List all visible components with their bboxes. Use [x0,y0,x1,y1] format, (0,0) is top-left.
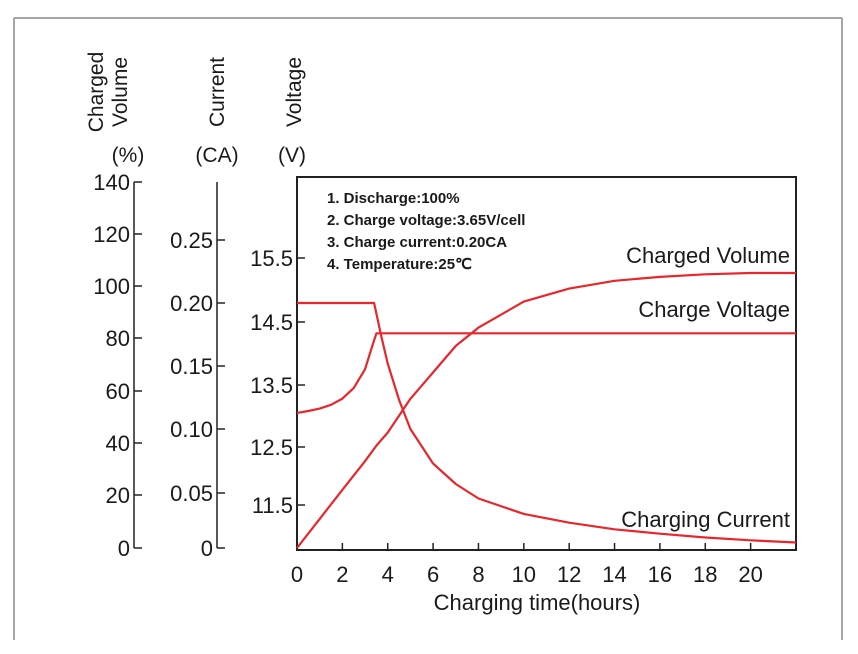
x-tick-label: 14 [602,562,626,587]
series-label-charged-volume: Charged Volume [626,243,790,268]
y-tick-label-charged-volume: 40 [106,431,130,456]
series-label-charge-voltage: Charge Voltage [638,297,790,322]
note-1: 1. Discharge:100% [327,190,460,207]
y-tick-label-charged-volume: 100 [93,274,130,299]
y-axis-title-charged-volume: Charged [85,52,108,133]
y-tick-label-current: 0.15 [170,354,213,379]
y-tick-label-current: 0 [201,536,213,561]
y-tick-label-charged-volume: 140 [93,170,130,195]
y-axis-unit-charged-volume: (%) [112,144,145,167]
y-tick-label-charged-volume: 60 [106,379,130,404]
series-label-charging-current: Charging Current [621,507,790,532]
x-tick-label: 2 [336,562,348,587]
series-line-charge-voltage [296,332,796,414]
series-line-charged-volume [296,271,796,549]
y-tick-label-current: 0.05 [170,481,213,506]
x-tick-label: 20 [738,562,762,587]
plot-area [296,176,797,551]
y-axis-title-current: Current [206,57,229,127]
y-axis-title-voltage: Voltage [283,57,306,127]
y-tick-label-charged-volume: 20 [106,483,130,508]
x-tick-label: 18 [693,562,717,587]
y-tick-label-charged-volume: 0 [118,536,130,561]
y-tick-label-current: 0.10 [170,417,213,442]
y-axis-title-charged-volume: Volume [109,57,132,127]
x-tick-label: 16 [648,562,672,587]
y-tick-label-voltage: 14.5 [250,310,293,335]
y-tick-label-voltage: 13.5 [250,373,293,398]
y-axis-unit-voltage: (V) [278,144,306,167]
y-tick-label-charged-volume: 80 [106,326,130,351]
x-tick-label: 0 [291,562,303,587]
x-tick-label: 8 [472,562,484,587]
note-4: 4. Temperature:25℃ [327,256,472,273]
series-line-charging-current [297,301,797,544]
y-tick-label-voltage: 15.5 [250,246,293,271]
note-3: 3. Charge current:0.20CA [327,234,507,251]
y-axis-unit-current: (CA) [195,144,238,167]
x-tick-label: 6 [427,562,439,587]
y-tick-label-current: 0.20 [170,291,213,316]
x-axis-title: Charging time(hours) [434,590,641,615]
note-2: 2. Charge voltage:3.65V/cell [327,212,525,229]
y-tick-label-voltage: 11.5 [252,493,293,518]
x-tick-label: 10 [512,562,536,587]
y-tick-label-voltage: 12.5 [250,435,293,460]
y-tick-label-charged-volume: 120 [93,222,130,247]
x-tick-label: 12 [557,562,581,587]
y-tick-label-current: 0.25 [170,228,213,253]
x-tick-label: 4 [382,562,394,587]
